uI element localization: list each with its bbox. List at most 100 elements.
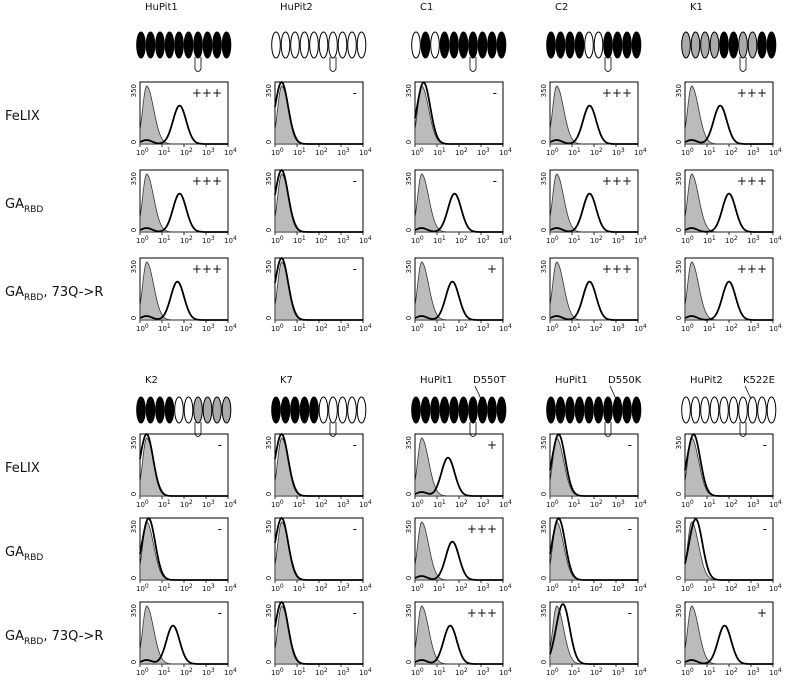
- x-tick-base: 10: [590, 585, 599, 593]
- tm-segment: [212, 396, 222, 424]
- control-histogram: [274, 521, 363, 581]
- x-tick-label: 102: [180, 499, 193, 509]
- x-tick-label: 100: [546, 147, 559, 157]
- tm-segment: [318, 396, 329, 424]
- control-histogram: [139, 437, 228, 497]
- x-tick-base: 10: [703, 585, 712, 593]
- x-tick-base: 10: [293, 325, 302, 333]
- x-tick-exp: 4: [233, 147, 237, 154]
- tm-segment: [174, 31, 184, 59]
- x-tick-exp: 2: [599, 499, 603, 506]
- row-label-sub: RBD: [24, 205, 43, 215]
- control-histogram: [274, 85, 363, 145]
- x-tick-base: 10: [477, 585, 486, 593]
- sample-histogram: [549, 280, 638, 321]
- tm-segment: [309, 396, 319, 424]
- x-tick-base: 10: [411, 501, 420, 509]
- tm-segment: [202, 31, 213, 59]
- tm-segment: [420, 31, 431, 59]
- x-tick-exp: 0: [145, 667, 149, 674]
- x-tick-label: 103: [202, 667, 215, 677]
- x-tick-exp: 3: [621, 667, 625, 674]
- x-tick-exp: 0: [690, 667, 694, 674]
- x-tick-label: 103: [747, 235, 760, 245]
- tm-segment: [747, 396, 758, 424]
- y-tick-label: 0: [265, 316, 273, 320]
- score: +++: [192, 174, 222, 188]
- x-tick-label: 102: [725, 499, 738, 509]
- x-tick-base: 10: [612, 325, 621, 333]
- x-tick-label: 103: [477, 667, 490, 677]
- x-tick-label: 104: [769, 235, 782, 245]
- x-tick-base: 10: [433, 149, 442, 157]
- x-tick-base: 10: [180, 325, 189, 333]
- x-tick-base: 10: [747, 325, 756, 333]
- x-tick-exp: 3: [346, 499, 350, 506]
- x-tick-exp: 1: [167, 147, 171, 154]
- row-label: FeLIX: [5, 461, 40, 476]
- row-label-main: FeLIX: [5, 461, 40, 476]
- sample-histogram: [684, 518, 773, 581]
- tm-segment: [574, 31, 585, 59]
- x-tick-label: 100: [546, 667, 559, 677]
- tm-segment: [631, 31, 642, 59]
- tm-segment: [738, 31, 748, 59]
- y-tick-label: 350: [265, 172, 273, 185]
- x-tick-exp: 4: [778, 147, 782, 154]
- tm-segment: [347, 31, 357, 59]
- x-tick-label: 101: [158, 499, 171, 509]
- control-histogram: [549, 605, 638, 665]
- x-tick-base: 10: [681, 325, 690, 333]
- x-tick-label: 100: [136, 499, 149, 509]
- y-tick-label: 0: [675, 316, 683, 320]
- row-label-main: GA: [5, 285, 24, 300]
- x-tick-label: 104: [224, 499, 237, 509]
- x-tick-exp: 1: [442, 147, 446, 154]
- tm-segment: [622, 31, 632, 59]
- tm-segment: [603, 396, 613, 424]
- score: +++: [602, 262, 632, 276]
- x-tick-base: 10: [158, 149, 167, 157]
- x-tick-exp: 4: [508, 323, 512, 330]
- x-tick-label: 100: [136, 323, 149, 333]
- x-tick-base: 10: [136, 325, 145, 333]
- tm-segment: [309, 31, 319, 59]
- x-tick-base: 10: [293, 237, 302, 245]
- x-tick-exp: 4: [508, 235, 512, 242]
- score: +++: [737, 174, 767, 188]
- x-tick-base: 10: [337, 149, 346, 157]
- x-tick-label: 100: [136, 667, 149, 677]
- x-tick-base: 10: [681, 237, 690, 245]
- x-tick-exp: 2: [189, 583, 193, 590]
- x-tick-base: 10: [747, 149, 756, 157]
- tm-segment: [164, 31, 175, 59]
- x-tick-exp: 3: [621, 323, 625, 330]
- x-tick-exp: 2: [599, 583, 603, 590]
- tm-segment: [709, 31, 720, 59]
- x-tick-label: 102: [590, 667, 603, 677]
- x-tick-label: 103: [337, 323, 350, 333]
- x-tick-base: 10: [568, 325, 577, 333]
- x-tick-exp: 3: [346, 667, 350, 674]
- y-tick-label: 0: [675, 492, 683, 496]
- x-tick-label: 101: [568, 235, 581, 245]
- x-tick-label: 103: [202, 323, 215, 333]
- tm-segment: [439, 31, 450, 59]
- x-tick-base: 10: [634, 325, 643, 333]
- sample-histogram: [549, 517, 638, 581]
- tm-segment: [728, 31, 739, 59]
- x-tick-exp: 3: [346, 147, 350, 154]
- x-tick-exp: 1: [712, 147, 716, 154]
- x-tick-exp: 3: [486, 583, 490, 590]
- row-label-main: FeLIX: [5, 109, 40, 124]
- x-tick-exp: 2: [734, 147, 738, 154]
- tm-segment: [622, 396, 632, 424]
- x-tick-base: 10: [180, 585, 189, 593]
- sample-histogram: [414, 624, 503, 665]
- x-tick-exp: 2: [324, 323, 328, 330]
- x-tick-label: 102: [590, 147, 603, 157]
- x-tick-base: 10: [747, 501, 756, 509]
- score: -: [628, 522, 632, 536]
- sample-histogram: [274, 432, 363, 497]
